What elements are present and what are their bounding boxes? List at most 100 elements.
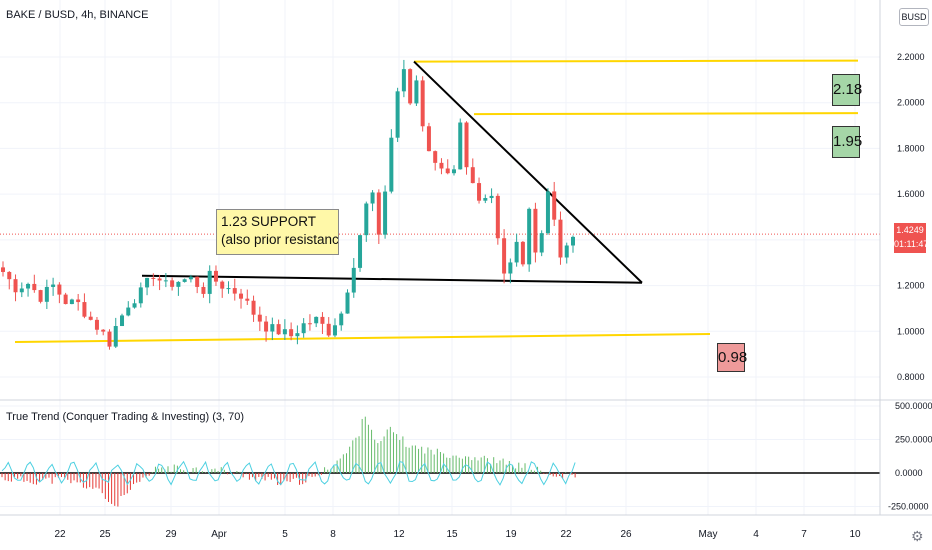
oscillator-pane [0,416,880,507]
candle-body [1,267,5,272]
candle-body [401,69,406,92]
y-tick-label: 2.2000 [897,52,925,62]
candle-body [195,276,200,287]
candle-body [82,302,87,317]
candle-body [470,167,475,184]
candle-body [539,233,544,253]
osc-tick-label: 500.0000 [895,401,932,411]
candles [1,59,575,350]
x-tick-label: 15 [446,529,458,540]
candle-body [19,288,24,293]
level-line-2.18 [413,59,859,63]
candle-body [370,192,375,204]
candle-body [88,316,93,320]
x-tick-label: 22 [560,529,572,540]
candle-body [170,280,175,287]
y-tick-label: 1.8000 [897,143,925,153]
candle-body [564,245,569,258]
candle-body [414,80,419,104]
candle-body [145,277,150,288]
candle-body [508,262,513,274]
descending-trendline [413,60,643,284]
candle-body [332,325,337,336]
indicator-label: True Trend (Conquer Trading & Investing)… [6,411,245,423]
candle-body [495,195,500,239]
candle-body [264,321,269,332]
candle-body [458,122,463,170]
x-tick-label: 10 [849,529,861,540]
support-note-line1: 1.23 SUPPORT [221,214,317,229]
candle-body [101,329,106,332]
candle-body [176,281,181,287]
candle-body [188,276,193,280]
candle-body [477,183,482,201]
candle-body [451,169,456,174]
osc-tick-label: -250.0000 [888,502,929,512]
candle-body [545,191,550,234]
level-lines [0,59,880,343]
currency-badge[interactable]: BUSD [899,8,929,26]
x-tick-label: 7 [801,529,807,540]
candle-body [395,91,400,138]
osc-tick-label: 250.0000 [895,435,932,445]
candle-body [138,287,143,304]
candle-body [514,241,519,263]
candle-body [282,329,287,335]
bar-countdown: 01:11:47 [894,239,929,249]
candle-body [226,288,231,290]
candle-body [489,195,494,199]
y-tick-label: 1.6000 [897,189,925,199]
candle-body [232,288,237,294]
x-tick-label: 4 [753,529,759,540]
candle-body [483,198,488,201]
candle-body [383,191,388,235]
support-note: 1.23 SUPPORT (also prior resistance) [216,209,339,255]
candle-body [245,298,250,301]
candle-body [420,80,425,127]
candle-body [213,270,218,282]
candle-body [464,122,469,168]
candle-body [257,314,262,322]
last-price-tag: 1.4249 01:11:47 [894,223,929,253]
candle-body [295,333,300,337]
candle-body [26,283,31,289]
candle-body [113,326,118,347]
candle-body [239,293,244,299]
osc-tick-label: 0.0000 [895,468,923,478]
candle-body [445,168,450,174]
candle-body [182,279,187,282]
candle-body [163,280,168,282]
y-tick-label: 2.0000 [897,98,925,108]
x-tick-label: 12 [393,529,405,540]
candle-body [533,208,538,253]
symbol-title: BAKE / BUSD, 4h, BINANCE [6,9,149,21]
candle-body [520,241,525,265]
x-tick-label: 19 [505,529,517,540]
candle-body [314,316,319,324]
candle-body [63,294,68,305]
candle-body [94,319,99,330]
x-tick-label: 22 [54,529,66,540]
candle-body [408,69,413,104]
y-tick-label: 1.2000 [897,281,925,291]
candle-body [201,286,206,294]
grid [0,0,880,515]
y-tick-label: 1.0000 [897,326,925,336]
x-tick-label: 5 [282,529,288,540]
candle-body [44,286,49,302]
candle-body [339,313,344,326]
candle-body [57,284,62,295]
x-tick-label: 26 [620,529,632,540]
x-tick-label: 25 [99,529,111,540]
candle-body [320,316,325,324]
candle-body [126,307,131,316]
candle-body [120,315,125,327]
candle-body [107,331,112,347]
candle-body [151,277,156,279]
gear-icon[interactable]: ⚙ [911,528,924,544]
level-label-mid: 1.95 [832,126,862,158]
support-line-1.23 [141,274,643,284]
rising-support-line [14,333,711,343]
